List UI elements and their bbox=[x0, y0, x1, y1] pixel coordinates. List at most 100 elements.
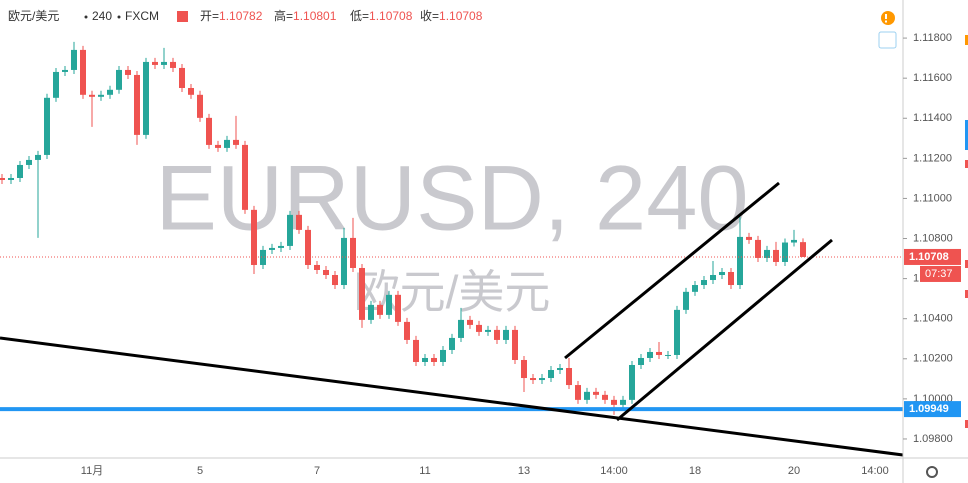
y-tick-label: 1.10800 bbox=[913, 232, 953, 244]
candle-body bbox=[80, 49, 86, 95]
candle-body bbox=[602, 394, 608, 400]
interval: 240 bbox=[92, 9, 112, 23]
candle-body bbox=[305, 229, 311, 265]
edge-marker bbox=[965, 420, 968, 428]
candle-body bbox=[179, 67, 185, 88]
ohlc-value: 1.10708 bbox=[439, 9, 483, 23]
candle-body bbox=[332, 275, 338, 286]
candle-body bbox=[782, 242, 788, 262]
candle-body bbox=[314, 264, 320, 270]
ohlc-legend: 开=1.10782 高=1.10801 低=1.10708 收=1.10708 bbox=[200, 8, 483, 23]
candle-body bbox=[116, 69, 122, 90]
candle-body bbox=[539, 378, 545, 381]
y-tick-label: 1.11800 bbox=[913, 32, 952, 44]
candle-body bbox=[350, 237, 356, 268]
candle-body bbox=[548, 370, 554, 379]
candle-body bbox=[467, 319, 473, 325]
x-tick-label: 5 bbox=[197, 465, 203, 477]
candle-body bbox=[593, 391, 599, 395]
y-tick-label: 1.11200 bbox=[913, 152, 952, 164]
candle-body bbox=[134, 74, 140, 135]
alert-icon-mark bbox=[885, 20, 887, 23]
candle-body bbox=[125, 69, 131, 75]
candle-body bbox=[701, 280, 707, 286]
hline-price-text: 1.09949 bbox=[909, 403, 949, 415]
candle-body bbox=[719, 271, 725, 276]
candle-body bbox=[170, 61, 176, 68]
candle-body bbox=[575, 385, 581, 400]
candle-body bbox=[656, 351, 662, 355]
x-tick-label: 11月 bbox=[81, 465, 103, 477]
candle-body bbox=[431, 357, 437, 362]
candle-body bbox=[710, 275, 716, 281]
candle-body bbox=[8, 177, 14, 180]
candle-body bbox=[26, 159, 32, 165]
x-tick-label: 7 bbox=[314, 465, 320, 477]
candle-body bbox=[359, 267, 365, 320]
candle-body bbox=[629, 364, 635, 400]
candle-body bbox=[71, 49, 77, 70]
candle-body bbox=[296, 214, 302, 230]
candle-body bbox=[620, 399, 626, 405]
ohlc-item: 低=1.10708 bbox=[350, 9, 413, 23]
candle-body bbox=[665, 354, 671, 356]
candle-body bbox=[503, 329, 509, 340]
candle-body bbox=[62, 69, 68, 72]
candle-body bbox=[215, 144, 221, 148]
countdown-label bbox=[920, 265, 961, 282]
x-tick-label: 11 bbox=[419, 465, 430, 477]
candle-body bbox=[638, 357, 644, 365]
candle-body bbox=[251, 209, 257, 265]
screenshot-icon[interactable] bbox=[878, 31, 897, 49]
ohlc-label: 高= bbox=[274, 8, 293, 23]
candle-body bbox=[737, 236, 743, 286]
candle-body bbox=[233, 139, 239, 145]
symbol: 欧元/美元 bbox=[8, 9, 59, 23]
candle-body bbox=[368, 304, 374, 320]
edge-marker bbox=[965, 290, 968, 298]
last-price-text: 1.10708 bbox=[909, 251, 949, 263]
candle-body bbox=[188, 87, 194, 95]
watermark-subtitle: 欧元/美元 bbox=[354, 266, 551, 318]
candle-body bbox=[674, 309, 680, 355]
channel-upper bbox=[564, 181, 780, 360]
candle-body bbox=[35, 154, 41, 160]
y-tick-label: 1.11600 bbox=[913, 72, 952, 84]
candle-body bbox=[755, 239, 761, 258]
candle-body bbox=[17, 164, 23, 178]
alert-icon-mark bbox=[885, 14, 887, 19]
candle-body bbox=[206, 117, 212, 145]
plot-area bbox=[0, 41, 903, 415]
alert-icon[interactable] bbox=[881, 11, 895, 25]
settings-icon[interactable] bbox=[926, 466, 938, 478]
candle-body bbox=[800, 242, 806, 257]
ohlc-value: 1.10708 bbox=[369, 9, 413, 23]
ohlc-item: 收=1.10708 bbox=[420, 9, 483, 23]
candle-body bbox=[449, 337, 455, 350]
candle-body bbox=[521, 359, 527, 379]
candle-body bbox=[143, 61, 149, 135]
edge-marker bbox=[965, 35, 968, 45]
candle-body bbox=[764, 249, 770, 258]
separator bbox=[84, 15, 88, 19]
candle-body bbox=[746, 236, 752, 240]
candle-body bbox=[494, 329, 500, 340]
candle-body bbox=[647, 351, 653, 358]
edge-marker bbox=[965, 160, 968, 168]
ohlc-item: 高=1.10801 bbox=[274, 8, 337, 23]
candle-body bbox=[197, 94, 203, 118]
y-tick-label: 1.11400 bbox=[913, 112, 952, 124]
candle-body bbox=[107, 89, 113, 95]
ohlc-value: 1.10782 bbox=[219, 9, 263, 23]
y-tick-label: 1.11000 bbox=[913, 192, 952, 204]
trend-line bbox=[0, 336, 904, 457]
candle-body bbox=[485, 329, 491, 332]
candle-body bbox=[791, 239, 797, 243]
x-tick-label: 13 bbox=[518, 465, 530, 477]
status-icon[interactable] bbox=[177, 11, 188, 22]
candle-body bbox=[287, 214, 293, 246]
y-tick-label: 1.09800 bbox=[913, 433, 953, 445]
candle-body bbox=[404, 321, 410, 340]
